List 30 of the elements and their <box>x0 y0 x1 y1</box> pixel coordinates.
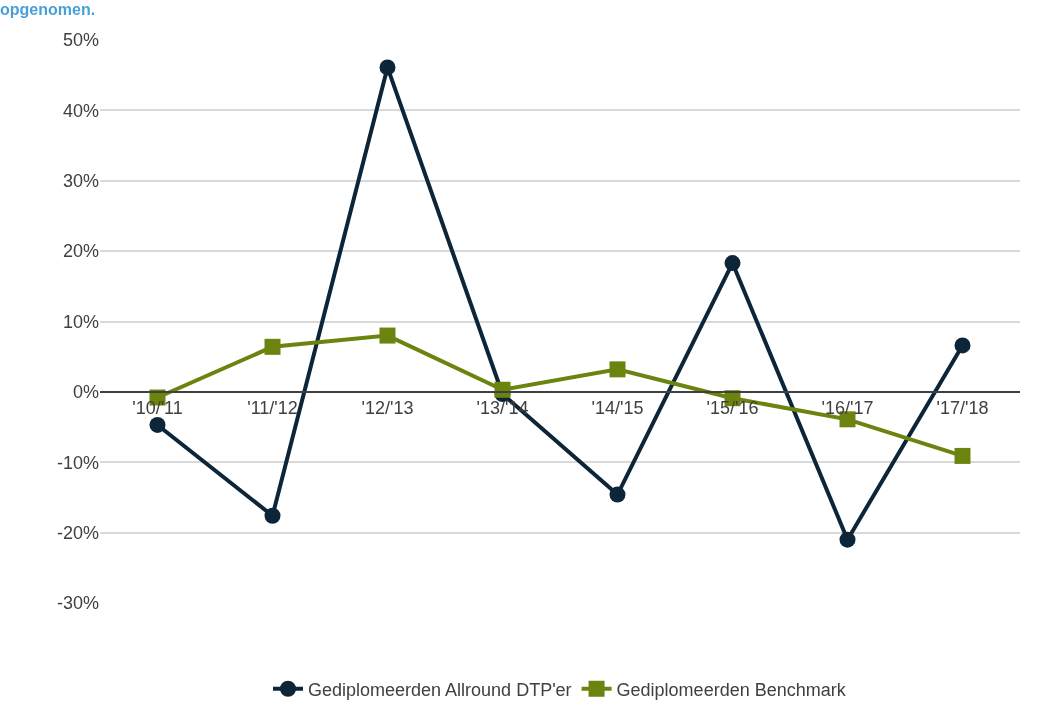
chart-title: opgenomen. <box>0 0 96 18</box>
point <box>379 59 396 76</box>
point <box>954 447 971 464</box>
legend-label: Gediplomeerden Benchmark <box>616 679 847 700</box>
x-tick-label: '14/'15 <box>591 398 644 419</box>
x-tick-label: '16/'17 <box>821 398 874 419</box>
y-tick-label: 30% <box>62 171 99 192</box>
point <box>149 416 166 433</box>
x-tick-label: '12/'13 <box>361 398 414 419</box>
y-tick-label: -20% <box>56 522 99 543</box>
y-tick-label: 20% <box>62 241 99 262</box>
x-tick-label: '17/'18 <box>936 398 989 419</box>
x-tick-label: '15/'16 <box>706 398 759 419</box>
y-tick-label: 50% <box>62 30 99 51</box>
point <box>724 255 741 272</box>
legend-label: Gediplomeerden Allround DTP'er <box>308 679 572 700</box>
point <box>379 327 396 344</box>
point <box>264 338 281 355</box>
point <box>264 507 281 524</box>
point <box>609 361 626 378</box>
point <box>839 531 856 548</box>
point <box>954 337 971 354</box>
point <box>609 486 626 503</box>
y-tick-label: 10% <box>62 311 99 332</box>
x-tick-label: '10/'11 <box>132 398 183 419</box>
y-tick-label: 40% <box>62 100 99 121</box>
x-tick-label: '11/'12 <box>247 398 298 419</box>
y-tick-label: 0% <box>72 382 99 403</box>
y-tick-label: -10% <box>56 452 99 473</box>
y-tick-label: -30% <box>56 593 99 614</box>
